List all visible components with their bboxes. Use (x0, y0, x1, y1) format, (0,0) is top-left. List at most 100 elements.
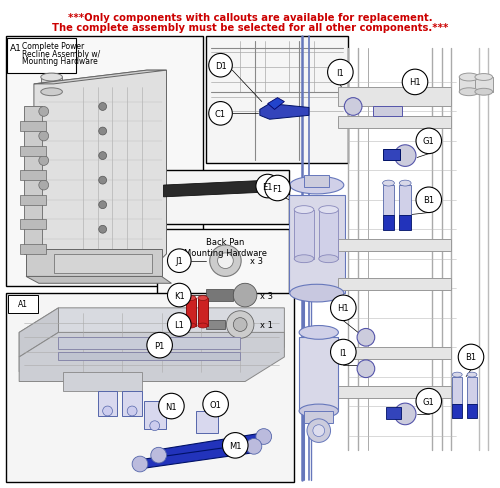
Bar (382, 185, 394, 215)
Ellipse shape (198, 296, 208, 301)
Bar (8, 39, 76, 74)
Bar (338, 386, 452, 398)
Circle shape (394, 145, 416, 167)
Bar (338, 347, 452, 359)
Circle shape (330, 340, 356, 365)
Ellipse shape (186, 296, 196, 301)
Bar (198, 298, 208, 326)
Ellipse shape (290, 285, 344, 303)
Bar (382, 215, 394, 231)
Circle shape (313, 425, 324, 437)
Bar (467, 377, 477, 404)
Circle shape (147, 333, 172, 358)
Circle shape (98, 177, 106, 184)
Text: O1: O1 (210, 400, 222, 409)
Bar (196, 411, 218, 433)
Polygon shape (268, 99, 284, 110)
Bar (20, 196, 46, 205)
Circle shape (39, 132, 48, 142)
Bar (41, 78, 62, 93)
Ellipse shape (41, 89, 62, 97)
Text: B1: B1 (466, 353, 476, 362)
Bar (186, 298, 196, 326)
Ellipse shape (319, 206, 338, 214)
Bar (20, 220, 46, 230)
Bar (304, 411, 334, 423)
Text: Recline Assembly w/: Recline Assembly w/ (22, 49, 101, 59)
Text: P1: P1 (154, 341, 165, 350)
Text: N1: N1 (166, 402, 177, 411)
Polygon shape (34, 71, 166, 269)
Ellipse shape (294, 255, 314, 263)
Bar (206, 37, 348, 164)
Polygon shape (19, 333, 284, 382)
Polygon shape (34, 71, 166, 85)
Bar (373, 107, 402, 117)
Text: H1: H1 (409, 78, 421, 87)
Ellipse shape (186, 324, 196, 328)
Circle shape (416, 129, 442, 154)
Ellipse shape (41, 74, 62, 82)
Bar (304, 176, 328, 188)
Circle shape (168, 249, 191, 273)
Text: G1: G1 (423, 137, 434, 146)
Ellipse shape (452, 372, 462, 377)
Bar (319, 210, 338, 259)
Ellipse shape (198, 324, 208, 328)
Polygon shape (19, 308, 59, 357)
Circle shape (330, 295, 356, 321)
Polygon shape (64, 372, 142, 391)
Text: J1: J1 (176, 257, 183, 265)
Bar (58, 352, 240, 360)
Circle shape (127, 406, 137, 416)
Bar (452, 404, 462, 418)
Text: The complete assembly must be selected for all other components.***: The complete assembly must be selected f… (52, 23, 448, 33)
Ellipse shape (475, 89, 492, 96)
Circle shape (168, 313, 191, 337)
Bar (400, 185, 411, 215)
Text: Mounting Hardware: Mounting Hardware (22, 57, 98, 66)
Polygon shape (19, 308, 284, 372)
Ellipse shape (459, 74, 479, 82)
Text: Complete Power: Complete Power (22, 41, 84, 51)
Polygon shape (26, 277, 172, 284)
Circle shape (168, 284, 191, 307)
Bar (156, 230, 290, 338)
Bar (459, 78, 479, 93)
Ellipse shape (475, 74, 492, 81)
Circle shape (394, 403, 416, 425)
Circle shape (402, 70, 428, 96)
Bar (206, 289, 234, 302)
Text: A1: A1 (10, 43, 22, 53)
Text: M1: M1 (229, 441, 241, 450)
Circle shape (416, 388, 442, 414)
Bar (338, 117, 452, 129)
Text: x 1: x 1 (260, 321, 272, 329)
Bar (6, 37, 203, 286)
Bar (382, 149, 400, 161)
Circle shape (98, 103, 106, 111)
Bar (98, 391, 117, 416)
Circle shape (98, 152, 106, 160)
Circle shape (256, 175, 280, 199)
Bar (386, 407, 402, 419)
Polygon shape (54, 254, 152, 274)
Bar (144, 401, 166, 429)
Ellipse shape (467, 372, 477, 377)
Circle shape (357, 329, 374, 346)
Circle shape (357, 360, 374, 378)
Text: I1: I1 (336, 68, 344, 78)
Bar (122, 391, 142, 416)
Bar (338, 240, 452, 251)
Circle shape (328, 60, 353, 86)
Circle shape (234, 318, 247, 332)
Polygon shape (164, 181, 270, 198)
Bar (467, 404, 477, 418)
Circle shape (102, 406, 113, 416)
Text: B1: B1 (423, 196, 434, 205)
Bar (206, 320, 226, 330)
Bar (400, 215, 411, 231)
Circle shape (151, 447, 166, 463)
Text: C1: C1 (215, 110, 226, 119)
Circle shape (246, 439, 262, 454)
